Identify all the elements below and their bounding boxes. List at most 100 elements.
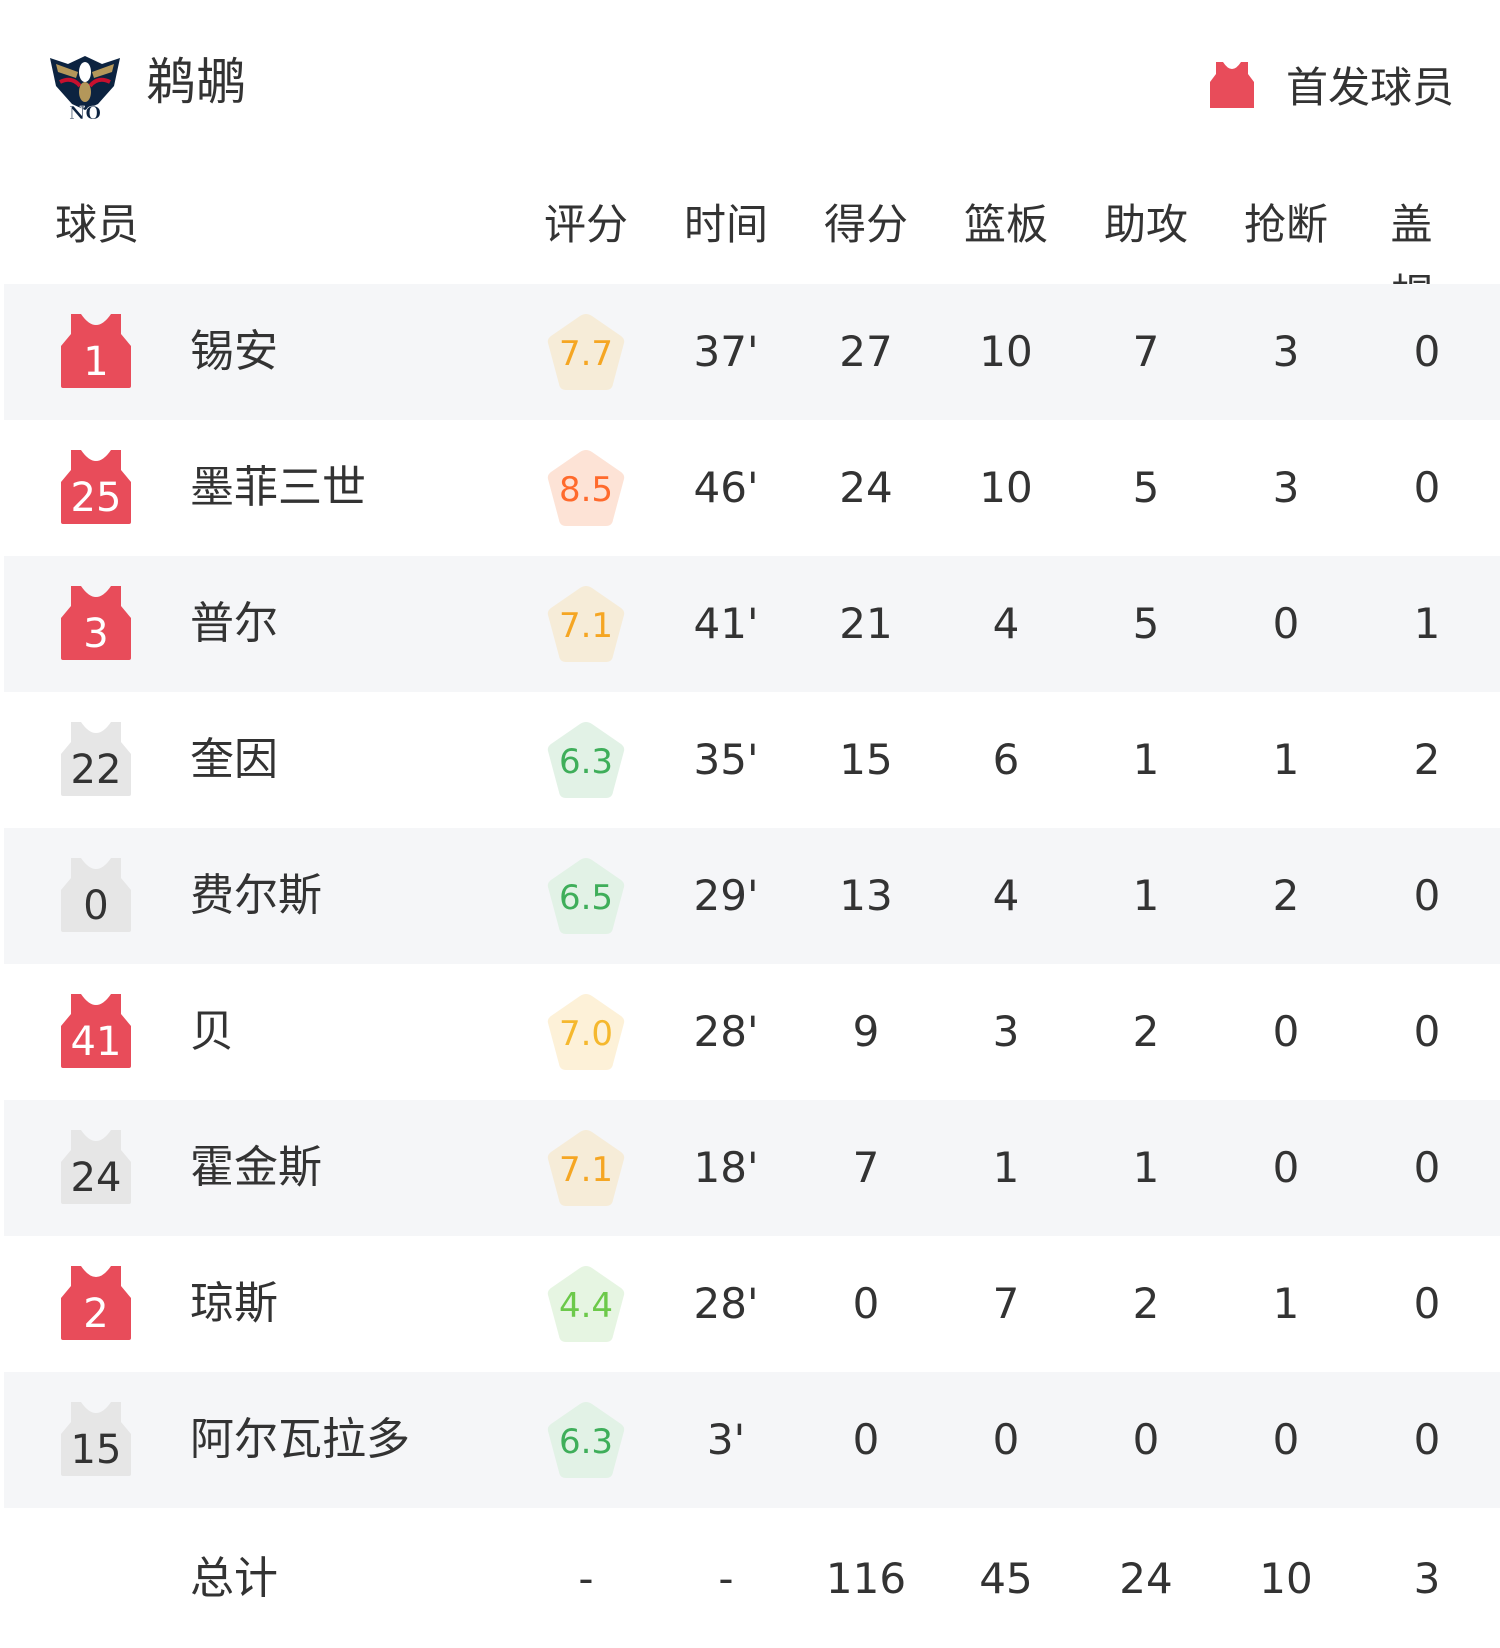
col-rating[interactable]: 评分 bbox=[543, 200, 629, 249]
stat-steals: 0 bbox=[1272, 1007, 1300, 1056]
player-name[interactable]: 霍金斯 bbox=[190, 1142, 322, 1193]
player-row[interactable]: 25 墨菲三世 8.5 46' 24 10 5 3 0 bbox=[4, 420, 1500, 556]
stat-assists: 1 bbox=[1132, 735, 1160, 784]
player-row[interactable]: 0 费尔斯 6.5 29' 13 4 1 2 0 bbox=[4, 828, 1500, 964]
jersey-number: 24 bbox=[70, 1155, 122, 1201]
stat-assists: 5 bbox=[1132, 463, 1160, 512]
player-row[interactable]: 1 锡安 7.7 37' 27 10 7 3 0 bbox=[4, 284, 1500, 420]
rating-badge: 7.1 bbox=[545, 584, 627, 664]
player-name[interactable]: 贝 bbox=[190, 1006, 234, 1057]
stat-rebounds: 10 bbox=[979, 327, 1033, 376]
stat-rebounds: 1 bbox=[992, 1143, 1020, 1192]
col-assists[interactable]: 助攻 bbox=[1103, 200, 1189, 249]
totals-steals: 10 bbox=[1259, 1554, 1313, 1603]
totals-blocks: 3 bbox=[1413, 1554, 1441, 1603]
rating-value: 7.7 bbox=[558, 334, 614, 374]
stat-points: 0 bbox=[852, 1279, 880, 1328]
stat-points: 13 bbox=[839, 871, 893, 920]
player-name[interactable]: 费尔斯 bbox=[190, 870, 322, 921]
stat-rebounds: 7 bbox=[992, 1279, 1020, 1328]
stat-assists: 0 bbox=[1132, 1415, 1160, 1464]
jersey-number: 25 bbox=[70, 475, 122, 521]
totals-label: 总计 bbox=[190, 1553, 278, 1604]
totals-rebounds: 45 bbox=[979, 1554, 1033, 1603]
rating-value: 7.1 bbox=[558, 606, 614, 646]
player-name[interactable]: 琼斯 bbox=[190, 1278, 278, 1329]
rating-badge: 8.5 bbox=[545, 448, 627, 528]
stat-minutes: 35' bbox=[693, 735, 759, 784]
rating-badge: 6.3 bbox=[545, 1400, 627, 1480]
player-name[interactable]: 墨菲三世 bbox=[190, 462, 366, 513]
jersey-icon bbox=[1209, 61, 1254, 108]
stat-points: 0 bbox=[852, 1415, 880, 1464]
stat-steals: 0 bbox=[1272, 1415, 1300, 1464]
stat-points: 7 bbox=[852, 1143, 880, 1192]
stat-rebounds: 0 bbox=[992, 1415, 1020, 1464]
stat-rebounds: 4 bbox=[992, 871, 1020, 920]
jersey-number: 1 bbox=[83, 339, 109, 385]
jersey-icon: 2 bbox=[61, 1266, 131, 1340]
stat-blocks: 0 bbox=[1413, 1279, 1441, 1328]
totals-row: 总计 - - 116 45 24 10 3 bbox=[4, 1511, 1500, 1647]
jersey-icon: 0 bbox=[61, 858, 131, 932]
stat-minutes: 37' bbox=[693, 327, 759, 376]
stat-blocks: 2 bbox=[1413, 735, 1441, 784]
team-header: NO 鹈鹕 首发球员 bbox=[0, 0, 1500, 165]
stat-steals: 0 bbox=[1272, 1143, 1300, 1192]
player-name[interactable]: 锡安 bbox=[190, 326, 278, 377]
stat-steals: 3 bbox=[1272, 463, 1300, 512]
stat-minutes: 3' bbox=[706, 1415, 746, 1464]
player-name[interactable]: 普尔 bbox=[190, 598, 278, 649]
rating-badge: 6.3 bbox=[545, 720, 627, 800]
rating-badge: 7.1 bbox=[545, 1128, 627, 1208]
jersey-icon: 1 bbox=[61, 314, 131, 388]
rating-value: 8.5 bbox=[558, 470, 614, 510]
jersey-icon: 15 bbox=[61, 1402, 131, 1476]
player-row[interactable]: 15 阿尔瓦拉多 6.3 3' 0 0 0 0 0 bbox=[4, 1372, 1500, 1508]
stat-points: 15 bbox=[839, 735, 893, 784]
legend-label: 首发球员 bbox=[1285, 63, 1454, 112]
stat-minutes: 28' bbox=[693, 1007, 759, 1056]
player-row[interactable]: 24 霍金斯 7.1 18' 7 1 1 0 0 bbox=[4, 1100, 1500, 1236]
stat-minutes: 41' bbox=[693, 599, 759, 648]
stat-assists: 7 bbox=[1132, 327, 1160, 376]
stat-blocks: 0 bbox=[1413, 327, 1441, 376]
rating-badge: 7.0 bbox=[545, 992, 627, 1072]
stat-rebounds: 3 bbox=[992, 1007, 1020, 1056]
stat-blocks: 0 bbox=[1413, 463, 1441, 512]
col-points[interactable]: 得分 bbox=[823, 200, 909, 249]
column-headers: 球员 评分 时间 得分 篮板 助攻 抢断 盖帽 bbox=[0, 190, 1500, 319]
stat-blocks: 0 bbox=[1413, 1007, 1441, 1056]
jersey-icon: 24 bbox=[61, 1130, 131, 1204]
stat-blocks: 0 bbox=[1413, 1143, 1441, 1192]
stat-steals: 3 bbox=[1272, 327, 1300, 376]
stat-points: 24 bbox=[839, 463, 893, 512]
jersey-number: 2 bbox=[83, 1291, 109, 1337]
rating-value: 4.4 bbox=[558, 1286, 614, 1326]
player-row[interactable]: 41 贝 7.0 28' 9 3 2 0 0 bbox=[4, 964, 1500, 1100]
stat-minutes: 29' bbox=[693, 871, 759, 920]
stat-assists: 1 bbox=[1132, 871, 1160, 920]
player-name[interactable]: 奎因 bbox=[190, 734, 278, 785]
player-row[interactable]: 22 奎因 6.3 35' 15 6 1 1 2 bbox=[4, 692, 1500, 828]
jersey-icon: 25 bbox=[61, 450, 131, 524]
jersey-icon: 41 bbox=[61, 994, 131, 1068]
stat-assists: 5 bbox=[1132, 599, 1160, 648]
starter-legend: 首发球员 bbox=[1209, 54, 1454, 115]
stat-rebounds: 6 bbox=[992, 735, 1020, 784]
player-name[interactable]: 阿尔瓦拉多 bbox=[190, 1414, 410, 1465]
rating-value: 7.1 bbox=[558, 1150, 614, 1190]
stat-blocks: 0 bbox=[1413, 1415, 1441, 1464]
player-row[interactable]: 3 普尔 7.1 41' 21 4 5 0 1 bbox=[4, 556, 1500, 692]
col-rebounds[interactable]: 篮板 bbox=[963, 200, 1049, 249]
jersey-number: 41 bbox=[70, 1019, 122, 1065]
col-player: 球员 bbox=[55, 200, 140, 249]
player-row[interactable]: 2 琼斯 4.4 28' 0 7 2 1 0 bbox=[4, 1236, 1500, 1372]
col-minutes[interactable]: 时间 bbox=[683, 200, 769, 249]
rating-badge: 7.7 bbox=[545, 312, 627, 392]
stat-points: 9 bbox=[852, 1007, 880, 1056]
stat-blocks: 0 bbox=[1413, 871, 1441, 920]
stat-points: 21 bbox=[839, 599, 893, 648]
col-steals[interactable]: 抢断 bbox=[1243, 200, 1329, 249]
jersey-number: 22 bbox=[70, 747, 122, 793]
